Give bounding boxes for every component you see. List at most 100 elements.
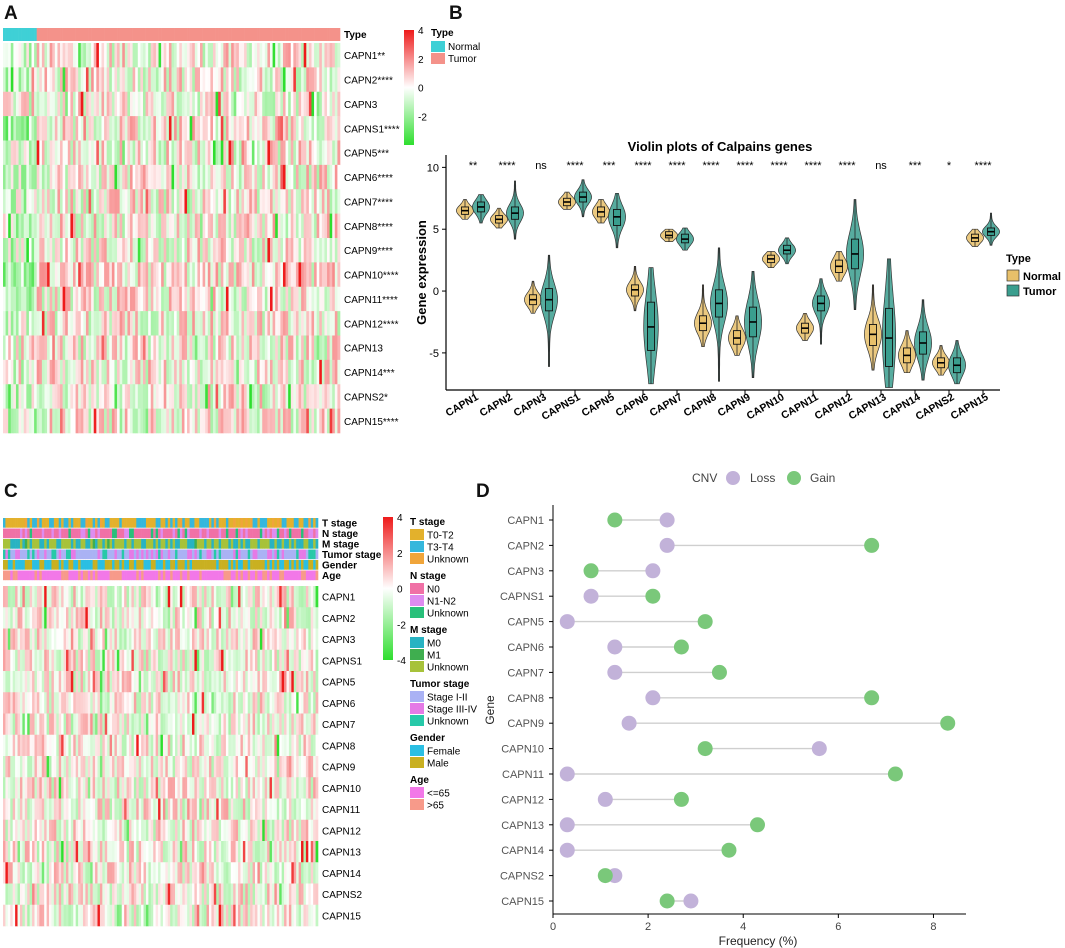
annotation-cell <box>22 539 26 549</box>
heatmap-cell <box>72 67 76 93</box>
heatmap-cell <box>230 734 234 757</box>
heatmap-cell <box>293 586 297 608</box>
heatmap-cell <box>101 311 105 336</box>
heatmap-cell <box>247 607 251 629</box>
heatmap-cell <box>119 189 123 214</box>
heatmap-cell <box>194 671 198 693</box>
heatmap-cell <box>158 607 161 629</box>
annotation-cell <box>182 570 186 581</box>
heatmap-cell <box>166 67 170 93</box>
heatmap-cell <box>267 607 270 629</box>
heatmap-cell <box>153 189 157 214</box>
heatmap-cell <box>141 671 144 693</box>
heatmap-cell <box>257 91 260 117</box>
annotation-cell <box>70 549 74 560</box>
heatmap-cell <box>36 692 40 714</box>
heatmap-cell <box>58 734 62 757</box>
heatmap-cell <box>316 359 320 385</box>
heatmap-cell <box>334 286 338 312</box>
heatmap-cell <box>92 649 96 672</box>
heatmap-cell <box>303 140 307 166</box>
heatmap-cell <box>167 756 171 778</box>
heatmap-cell <box>201 692 205 714</box>
heatmap-cell <box>238 189 242 214</box>
heatmap-cell <box>187 189 190 214</box>
heatmap-cell <box>245 798 249 821</box>
heatmap-cell <box>334 140 338 166</box>
annotation-cell <box>189 528 193 539</box>
heatmap-cell <box>160 586 164 608</box>
heatmap-cell <box>15 213 19 239</box>
heatmap-cell <box>259 311 263 336</box>
heatmap-cell <box>23 311 27 336</box>
heatmap-cell <box>316 213 320 239</box>
heatmap-cell <box>298 628 302 651</box>
type-annotation-cell <box>236 28 240 41</box>
heatmap-cell <box>176 286 180 312</box>
heatmap-cell <box>36 649 40 672</box>
heatmap-cell <box>75 862 79 884</box>
annotation-cell <box>223 549 227 560</box>
annotation-cell <box>17 549 21 560</box>
heatmap-cell <box>316 262 320 288</box>
heatmap-cell <box>189 91 193 117</box>
heatmap-cell <box>210 164 214 190</box>
heatmap-cell <box>121 841 125 863</box>
heatmap-cell <box>293 649 297 672</box>
heatmap-cell <box>225 164 229 190</box>
heatmap-cell <box>130 43 133 68</box>
heatmap-cell <box>293 798 297 821</box>
heatmap-cell <box>3 819 6 842</box>
heatmap-cell <box>75 607 79 629</box>
type-annotation-cell <box>257 28 260 41</box>
annotation-cell <box>80 518 84 528</box>
heatmap-cell <box>324 384 328 409</box>
heatmap-cell <box>21 335 25 361</box>
heatmap-cell <box>28 116 32 141</box>
heatmap-cell <box>44 189 48 214</box>
annotation-cell <box>44 549 47 560</box>
heatmap-cell <box>170 819 173 842</box>
heatmap-cell <box>192 311 196 336</box>
heatmap-cell <box>111 335 115 361</box>
heatmap-cell <box>205 67 209 93</box>
heatmap-cell <box>124 777 127 799</box>
heatmap-cell <box>192 164 196 190</box>
heatmap-cell <box>235 756 239 778</box>
heatmap-cell <box>324 43 328 68</box>
heatmap-cell <box>210 213 214 239</box>
heatmap-cell <box>29 862 33 884</box>
heatmap-cell <box>124 756 127 778</box>
heatmap-cell <box>166 213 170 239</box>
annotation-cell <box>199 549 202 560</box>
heatmap-cell <box>44 91 48 117</box>
heatmap-cell <box>41 140 45 166</box>
colorbar-tick: 4 <box>418 26 424 37</box>
annotation-cell <box>167 518 171 528</box>
heatmap-cell <box>80 819 84 842</box>
heatmap-cell <box>155 286 159 312</box>
heatmap-cell <box>10 140 14 166</box>
heatmap-cell <box>5 777 9 799</box>
heatmap-cell <box>44 777 47 799</box>
type-annotation-cell <box>282 28 286 41</box>
type-annotation-cell <box>259 28 263 41</box>
heatmap-cell <box>150 311 154 336</box>
heatmap-cell <box>167 649 171 672</box>
heatmap-cell <box>206 756 210 778</box>
annotation-cell <box>208 528 212 539</box>
heatmap-cell <box>238 692 241 714</box>
type-annotation-cell <box>10 28 14 41</box>
heatmap-cell <box>319 116 323 141</box>
heatmap-cell <box>332 213 336 239</box>
annotation-cell <box>182 560 186 570</box>
heatmap-cell <box>308 164 312 190</box>
heatmap-cell <box>44 862 47 884</box>
annotation-cell <box>36 518 40 528</box>
heatmap-cell <box>24 819 28 842</box>
heatmap-cell <box>153 841 156 863</box>
type-annotation-cell <box>244 28 247 41</box>
heatmap-cell <box>262 734 265 757</box>
heatmap-cell <box>26 140 30 166</box>
heatmap-cell <box>267 262 271 288</box>
